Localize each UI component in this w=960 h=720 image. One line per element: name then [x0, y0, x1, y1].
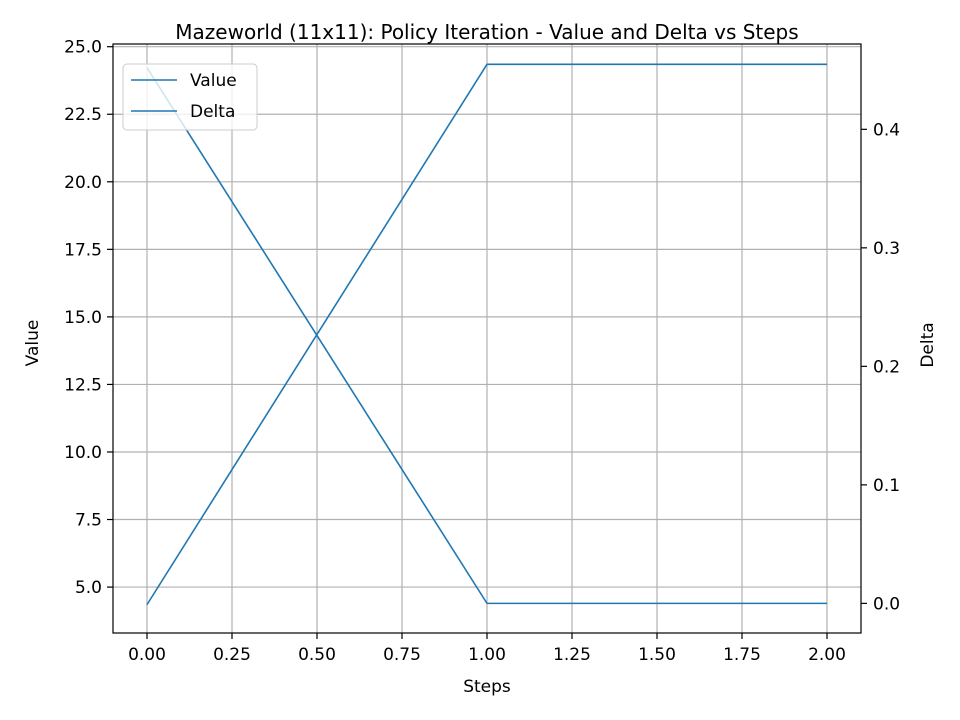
y-left-tick-label: 15.0: [64, 308, 102, 328]
y-right-tick-label: 0.1: [873, 476, 900, 496]
y-left-tick-label: 17.5: [64, 240, 102, 260]
grid: [113, 44, 861, 633]
y-left-tick-label: 22.5: [64, 105, 102, 125]
legend: Value Delta: [122, 63, 258, 131]
chart-title: Mazeworld (11x11): Policy Iteration - Va…: [175, 20, 798, 44]
y-right-tick-label: 0.2: [873, 357, 900, 377]
x-tick-label: 0.00: [128, 645, 166, 665]
x-tick-label: 1.75: [723, 645, 761, 665]
x-tick-label: 1.50: [638, 645, 676, 665]
series-line-value: [146, 63, 827, 606]
y-left-tick-label: 20.0: [64, 173, 102, 193]
legend-label-delta: Delta: [190, 102, 235, 122]
ticks: 0.00 0.25 0.50 0.75 1.00 1.25 1.50 1.75 2.00 5.0 7…: [64, 38, 900, 665]
legend-label-value: Value: [190, 71, 237, 91]
series-line-delta: [146, 67, 827, 605]
x-tick-label: 0.75: [383, 645, 421, 665]
x-tick-label: 1.00: [468, 645, 506, 665]
y-right-tick-label: 0.0: [873, 594, 900, 614]
y-left-tick-label: 25.0: [64, 38, 102, 58]
y-left-tick-label: 10.0: [64, 443, 102, 463]
y-left-tick-label: 5.0: [75, 578, 102, 598]
x-axis-label: Steps: [463, 677, 511, 697]
y-axis-label-right: Delta: [918, 322, 938, 367]
y-right-tick-label: 0.4: [873, 120, 900, 140]
x-tick-label: 1.25: [553, 645, 591, 665]
series: [146, 63, 827, 606]
y-left-tick-label: 12.5: [64, 375, 102, 395]
y-axis-label-left: Value: [23, 320, 43, 367]
y-right-tick-label: 0.3: [873, 239, 900, 259]
x-tick-label: 2.00: [808, 645, 846, 665]
y-left-tick-label: 7.5: [75, 511, 102, 531]
x-tick-label: 0.50: [298, 645, 336, 665]
x-tick-label: 0.25: [213, 645, 251, 665]
